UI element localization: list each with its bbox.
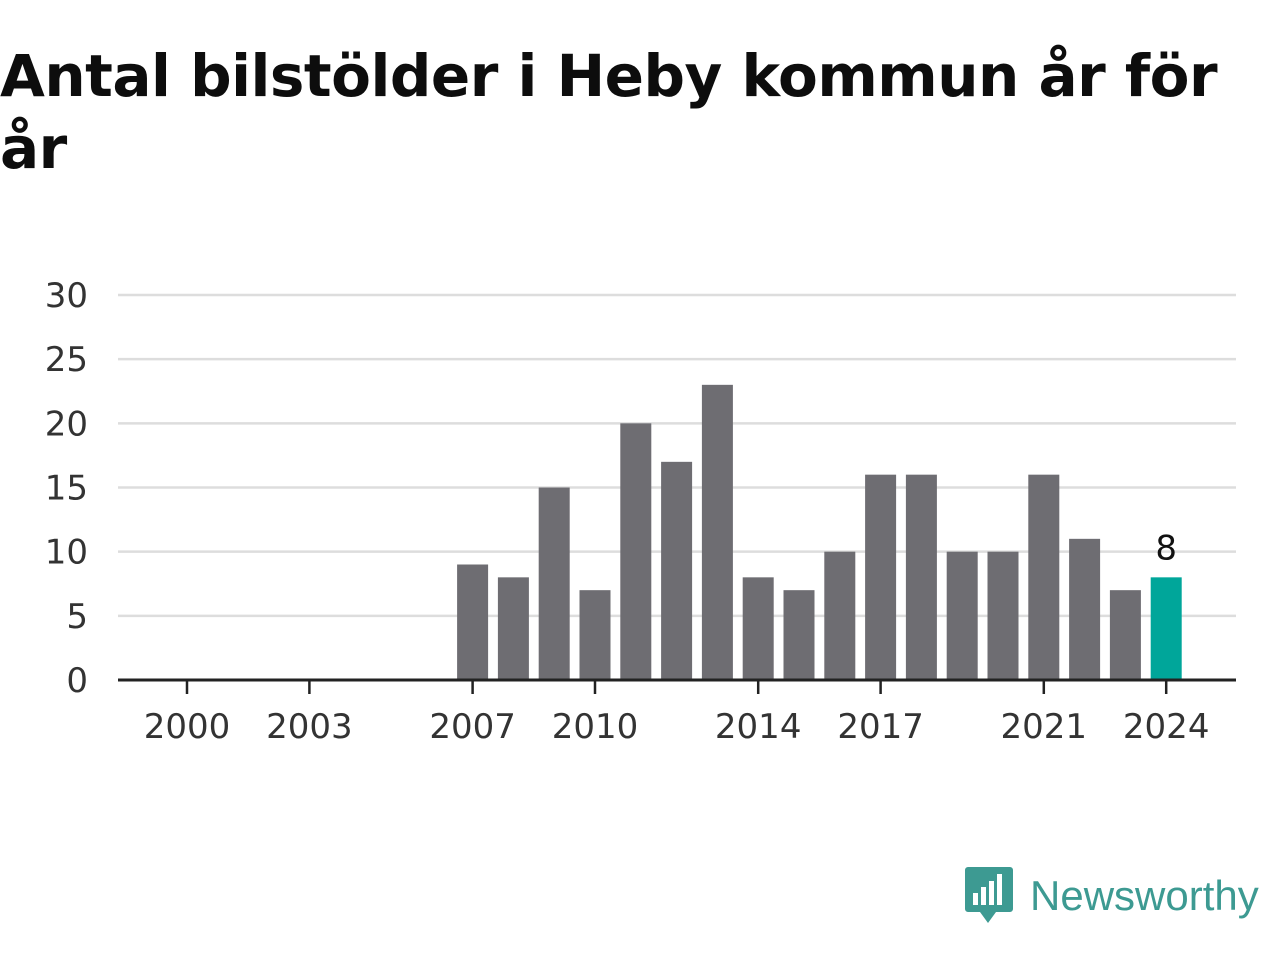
brand: Newsworthy — [964, 864, 1259, 928]
bar-2013 — [701, 384, 733, 680]
x-tick-label: 2017 — [837, 707, 924, 747]
y-tick-label: 15 — [45, 469, 88, 509]
bar-2022 — [1069, 538, 1101, 680]
x-tick-label: 2024 — [1123, 707, 1210, 747]
y-tick-label: 30 — [45, 276, 88, 316]
bar-2014 — [742, 577, 774, 680]
y-tick-label: 5 — [66, 597, 88, 637]
chart-title: Antal bilstölder i Heby kommun år för år — [0, 42, 1218, 182]
bar-2015 — [783, 590, 815, 680]
y-axis-ticks: 0 5 10 15 20 25 30 — [45, 276, 88, 701]
bar-2011 — [620, 423, 652, 680]
bar-2010 — [579, 590, 611, 680]
y-tick-label: 25 — [45, 340, 88, 380]
y-tick-label: 20 — [45, 404, 88, 444]
bar-2019 — [946, 551, 978, 680]
brand-name: Newsworthy — [1030, 872, 1259, 919]
bar-2007 — [457, 564, 489, 680]
bar-2016 — [824, 551, 856, 680]
bar-2017 — [865, 474, 897, 680]
highlight-value-label: 8 — [1155, 528, 1177, 568]
x-tick-label: 2014 — [715, 707, 802, 747]
x-tick-label: 2010 — [552, 707, 639, 747]
x-tick-label: 2007 — [429, 707, 516, 747]
bar-2023 — [1109, 590, 1141, 680]
x-tick-label: 2003 — [266, 707, 353, 747]
y-tick-label: 0 — [66, 661, 88, 701]
bar-2018 — [905, 474, 937, 680]
y-tick-label: 10 — [45, 533, 88, 573]
newsworthy-logo-icon — [965, 867, 1013, 923]
bar-2024 — [1150, 577, 1182, 680]
data-labels: 8 — [1155, 528, 1177, 568]
x-axis-ticks: 2000 2003 2007 2010 2014 2017 2021 2024 — [144, 680, 1210, 747]
bar-2021 — [1028, 474, 1060, 680]
bars — [457, 384, 1182, 680]
bar-2020 — [987, 551, 1019, 680]
bar-2012 — [661, 461, 693, 680]
bar-2008 — [497, 577, 529, 680]
x-tick-label: 2000 — [144, 707, 231, 747]
x-tick-label: 2021 — [1001, 707, 1088, 747]
bar-2009 — [538, 487, 570, 680]
